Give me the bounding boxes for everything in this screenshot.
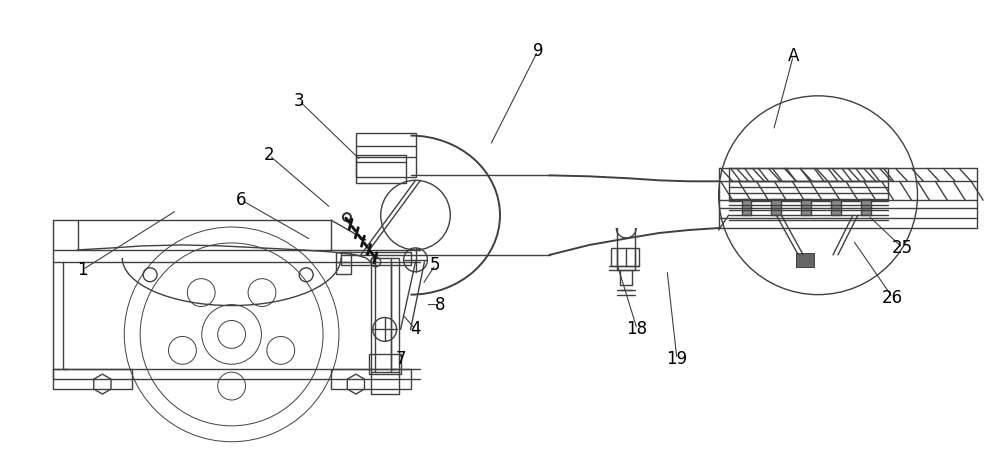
Bar (611, 248, 639, 266)
Bar (331, 369, 411, 389)
Text: 4: 4 (410, 320, 421, 339)
Bar (336, 252, 351, 274)
Text: 9: 9 (533, 42, 543, 60)
Bar (53, 369, 132, 389)
Text: 3: 3 (294, 92, 305, 110)
Text: 2: 2 (264, 147, 275, 164)
Text: 25: 25 (892, 239, 913, 257)
Text: 1: 1 (77, 261, 88, 279)
Text: 18: 18 (627, 320, 648, 339)
Text: 19: 19 (666, 350, 688, 368)
Bar (801, 199, 811, 215)
Bar (356, 156, 406, 184)
Bar (771, 199, 781, 215)
Text: 8: 8 (435, 296, 446, 313)
Bar (729, 181, 888, 201)
Text: A: A (788, 47, 799, 65)
Text: 7: 7 (395, 350, 406, 368)
Bar (371, 258, 399, 372)
Bar (341, 252, 411, 265)
Bar (861, 199, 871, 215)
Bar (729, 169, 888, 181)
Text: 5: 5 (430, 256, 441, 274)
Text: 26: 26 (882, 289, 903, 307)
Bar (831, 199, 841, 215)
Bar (356, 133, 416, 177)
Bar (742, 199, 751, 215)
Bar (369, 354, 401, 374)
Text: 6: 6 (236, 191, 247, 209)
Bar (796, 253, 814, 267)
